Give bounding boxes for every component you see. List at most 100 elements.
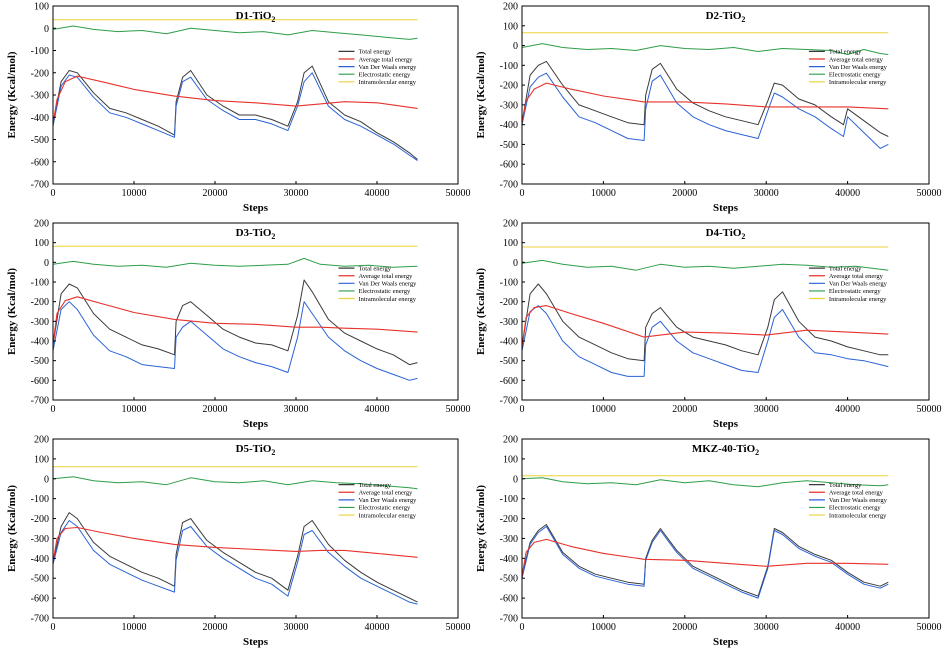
chart-panel-4: 0 10000 20000 30000 40000 50000 -700 -600 -500 -4… (475, 219, 942, 431)
y-tick-label: -400 (31, 113, 49, 124)
legend-label-intramolecular-energy: Intramolecular energy (829, 296, 887, 303)
y-tick-label: -500 (31, 574, 49, 585)
series-line-average-total-energy (522, 538, 889, 577)
y-tick-label: 0 (44, 258, 49, 269)
series-group (522, 246, 889, 377)
series-line-electrostatic-energy (522, 477, 889, 488)
legend-label-van-der-waals-energy: Van Der Waals energy (829, 64, 888, 71)
legend-label-electrostatic-energy: Electrostatic energy (829, 71, 881, 78)
series-line-electrostatic-energy (53, 25, 418, 40)
legend-label-van-der-waals-energy: Van Der Waals energy (829, 497, 888, 504)
y-axis-label: Energy (Kcal/mol) (6, 485, 18, 572)
x-axis-label: Steps (243, 202, 269, 214)
x-tick-label: 40000 (835, 188, 860, 199)
series-group (53, 245, 418, 381)
x-tick-label: 30000 (284, 404, 309, 415)
y-tick-label: 0 (513, 258, 518, 269)
x-tick-label: 50000 (446, 188, 471, 199)
series-line-average-total-energy (53, 75, 418, 124)
y-tick-label: -300 (31, 317, 49, 328)
series-line-van-der-waals-energy (522, 526, 889, 599)
x-tick-label: 30000 (754, 622, 779, 633)
y-axis-label: Energy (Kcal/mol) (6, 51, 18, 138)
x-tick-label: 40000 (835, 404, 860, 415)
y-tick-label: -300 (500, 100, 518, 111)
x-axis-label: Steps (243, 636, 269, 648)
y-tick-label: -100 (500, 61, 518, 72)
series-line-electrostatic-energy (522, 259, 889, 271)
series-group (522, 32, 889, 149)
y-tick-label: -500 (31, 356, 49, 367)
legend-label-total-energy: Total energy (359, 49, 392, 56)
plot-frame (52, 438, 459, 619)
series-line-total-energy (53, 65, 418, 160)
y-tick-label: -600 (500, 160, 518, 171)
panel-title: D1-TiO2 (236, 10, 276, 24)
series-line-van-der-waals-energy (522, 305, 889, 377)
y-tick-label: -100 (31, 494, 49, 505)
plot-frame (52, 5, 459, 185)
legend-label-average-total-energy: Average total energy (359, 273, 414, 280)
plot-frame (521, 5, 930, 185)
y-tick-label: 0 (44, 24, 49, 35)
y-axis-label: Energy (Kcal/mol) (475, 51, 487, 138)
y-tick-label: -200 (31, 68, 49, 79)
x-tick-label: 20000 (203, 188, 228, 199)
y-tick-label: 100 (503, 21, 518, 32)
legend-label-van-der-waals-energy: Van Der Waals energy (359, 64, 418, 71)
series-line-electrostatic-energy (53, 476, 418, 490)
legend-label-average-total-energy: Average total energy (829, 490, 884, 497)
y-tick-label: 200 (503, 219, 518, 230)
series-line-van-der-waals-energy (522, 72, 889, 149)
y-tick-label: -700 (500, 180, 518, 191)
y-tick-label: -200 (31, 297, 49, 308)
panel-title: D3-TiO2 (236, 227, 276, 241)
legend-label-average-total-energy: Average total energy (829, 56, 884, 63)
y-tick-label: -400 (31, 337, 49, 348)
y-tick-label: -300 (500, 317, 518, 328)
x-tick-label: 10000 (591, 622, 616, 633)
series-line-total-energy (522, 283, 889, 362)
x-axis-label: Steps (713, 202, 739, 214)
panel-title: D4-TiO2 (706, 227, 746, 241)
series-line-total-energy (522, 60, 889, 137)
y-tick-label: -500 (500, 574, 518, 585)
x-tick-label: 30000 (754, 404, 779, 415)
series-group (53, 466, 418, 605)
y-axis-label: Energy (Kcal/mol) (475, 485, 487, 572)
y-tick-label: 100 (34, 454, 49, 465)
y-tick-label: -100 (500, 278, 518, 289)
legend-label-electrostatic-energy: Electrostatic energy (359, 71, 411, 78)
x-axis-label: Steps (243, 418, 269, 430)
series-group (53, 19, 418, 162)
legend-label-electrostatic-energy: Electrostatic energy (359, 288, 411, 295)
panel-title: D5-TiO2 (236, 443, 276, 457)
x-tick-label: 20000 (203, 404, 228, 415)
x-axis-label: Steps (713, 636, 739, 648)
x-tick-label: 10000 (591, 188, 616, 199)
x-tick-label: 10000 (122, 188, 147, 199)
x-tick-label: 10000 (122, 622, 147, 633)
y-tick-label: -200 (31, 514, 49, 525)
x-axis-label: Steps (713, 418, 739, 430)
y-tick-label: -100 (500, 494, 518, 505)
y-tick-label: -600 (31, 594, 49, 605)
legend-label-electrostatic-energy: Electrostatic energy (829, 505, 881, 512)
x-tick-label: 50000 (446, 404, 471, 415)
x-tick-label: 0 (520, 188, 525, 199)
y-tick-label: 100 (34, 2, 49, 13)
y-tick-label: 0 (513, 474, 518, 485)
y-tick-label: 200 (34, 435, 49, 446)
y-tick-label: 200 (503, 2, 518, 13)
series-line-van-der-waals-energy (53, 72, 418, 162)
y-tick-label: -500 (31, 135, 49, 146)
y-tick-label: -400 (500, 337, 518, 348)
chart-panel-2: 0 10000 20000 30000 40000 50000 -700 -600 -500 -4… (475, 2, 942, 215)
y-tick-label: -300 (31, 534, 49, 545)
legend-label-average-total-energy: Average total energy (359, 490, 414, 497)
legend-label-van-der-waals-energy: Van Der Waals energy (829, 281, 888, 288)
series-line-total-energy (53, 279, 418, 366)
y-tick-label: 200 (34, 219, 49, 230)
